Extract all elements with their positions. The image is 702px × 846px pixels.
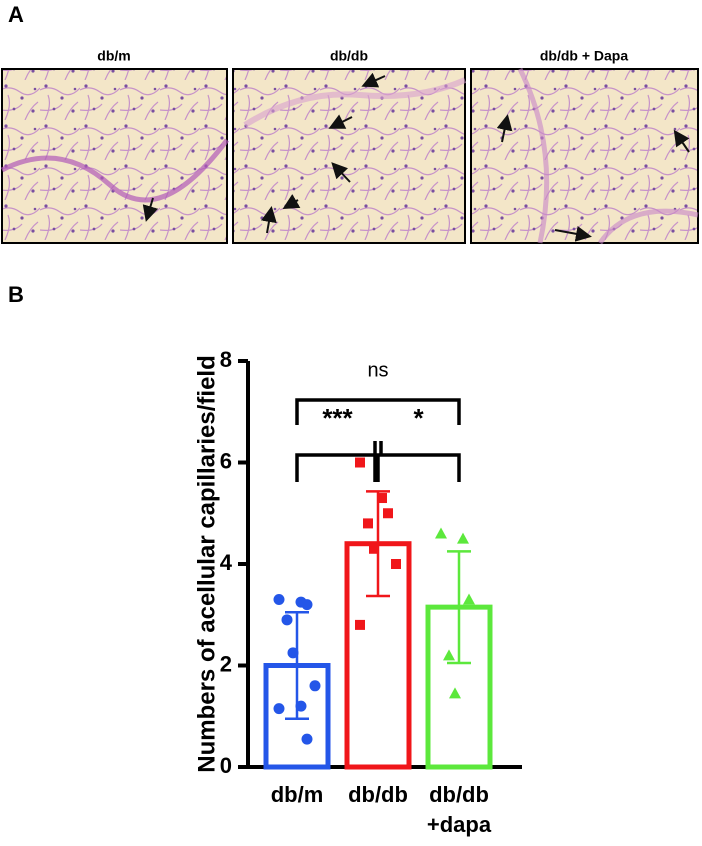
error-bar [366,490,390,598]
data-point [309,680,321,692]
data-point [355,457,365,468]
y-axis-label: Numbers of acellular capillaries/field [193,355,220,773]
data-point [273,594,285,606]
image-title: db/m [97,48,130,64]
x-tick-label: db/db [348,782,408,807]
data-point [463,593,475,605]
data-point [383,508,393,519]
data-point [391,559,401,569]
significance-label: * [413,403,424,433]
image-title: db/db [330,48,368,64]
x-tick-label: db/m [271,782,324,807]
y-tick-label: 4 [220,550,233,575]
data-point [295,700,307,712]
micrograph [470,68,699,244]
error-bar [447,550,471,665]
y-tick-label: 2 [220,651,232,676]
panel-label: B [8,282,24,307]
micrograph [1,68,228,244]
data-point [281,614,293,626]
data-point [355,619,365,630]
data-point [369,543,379,554]
error-bar [285,610,309,721]
data-point [287,647,299,659]
data-point [435,527,447,539]
x-tick-label: db/db +dapa [427,782,492,837]
significance-bracket [295,441,377,482]
significance-bracket [295,398,461,425]
significance-label: ns [367,359,388,381]
data-point [301,733,313,745]
y-tick-label: 6 [220,448,232,473]
micrographs [0,67,699,245]
data-point [273,703,285,715]
y-tick-label: 8 [220,347,232,372]
data-point [449,687,461,699]
data-point [377,493,387,504]
y-tick-label: 0 [220,753,232,778]
panel-label: A [8,2,24,27]
image-title: db/db + Dapa [540,48,629,64]
significance-label: *** [322,403,353,433]
data-point [443,649,455,661]
data-point [457,532,469,544]
significance-bracket [376,441,461,482]
data-point [363,518,373,529]
data-point [301,599,313,611]
